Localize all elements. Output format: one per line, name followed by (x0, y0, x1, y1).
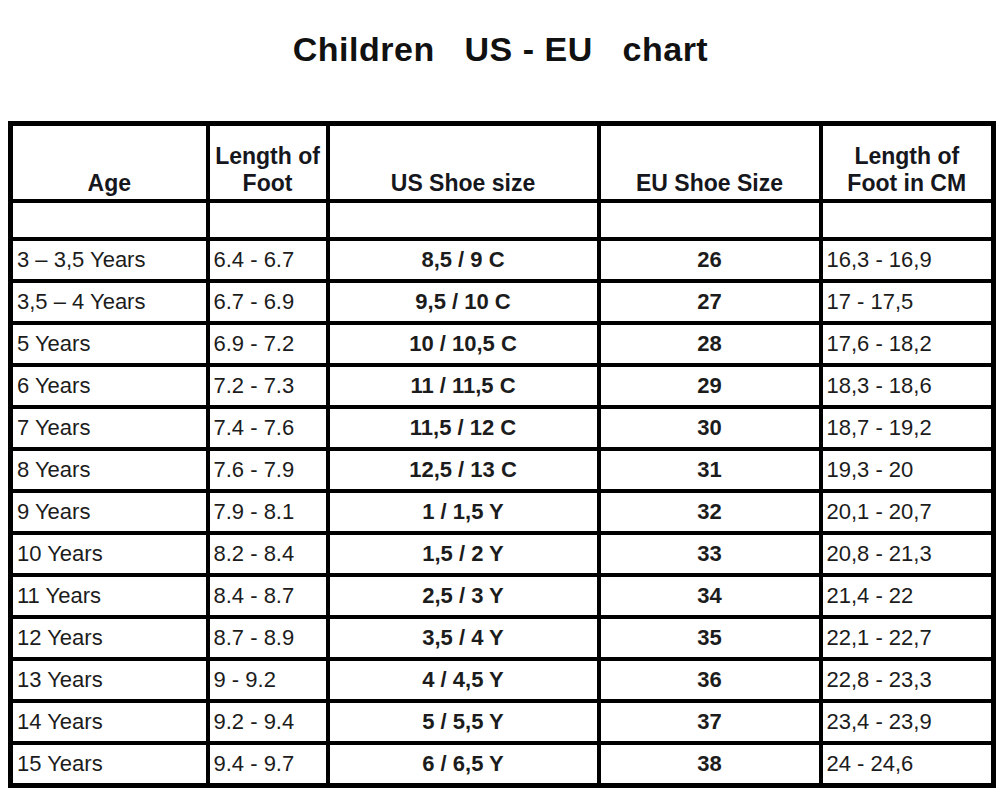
cell-us-size: 11,5 / 12 C (328, 407, 599, 449)
cell-eu-size: 35 (599, 617, 821, 659)
cell-foot-cm: 18,7 - 19,2 (821, 407, 994, 449)
cell-age: 3,5 – 4 Years (11, 281, 208, 323)
cell-eu-size: 34 (599, 575, 821, 617)
cell-age: 14 Years (11, 701, 208, 743)
cell-us-size: 2,5 / 3 Y (328, 575, 599, 617)
cell-foot-length: 6.4 - 6.7 (208, 239, 328, 281)
cell-us-size: 10 / 10,5 C (328, 323, 599, 365)
cell-age: 7 Years (11, 407, 208, 449)
cell-us-size: 1,5 / 2 Y (328, 533, 599, 575)
cell-us-size: 12,5 / 13 C (328, 449, 599, 491)
cell-foot-cm: 18,3 - 18,6 (821, 365, 994, 407)
spacer-cell (821, 201, 994, 239)
table-row: 3,5 – 4 Years 6.7 - 6.9 9,5 / 10 C 27 17… (11, 281, 994, 323)
table-row: 13 Years 9 - 9.2 4 / 4,5 Y 36 22,8 - 23,… (11, 659, 994, 701)
cell-foot-length: 6.9 - 7.2 (208, 323, 328, 365)
cell-foot-length: 8.2 - 8.4 (208, 533, 328, 575)
table-row: 15 Years 9.4 - 9.7 6 / 6,5 Y 38 24 - 24,… (11, 743, 994, 786)
cell-us-size: 1 / 1,5 Y (328, 491, 599, 533)
table-row: 7 Years 7.4 - 7.6 11,5 / 12 C 30 18,7 - … (11, 407, 994, 449)
cell-age: 12 Years (11, 617, 208, 659)
table-row: 8 Years 7.6 - 7.9 12,5 / 13 C 31 19,3 - … (11, 449, 994, 491)
shoe-size-conversion-table: Age Length of Foot US Shoe size EU Shoe … (8, 121, 996, 788)
cell-us-size: 6 / 6,5 Y (328, 743, 599, 786)
table-row: 11 Years 8.4 - 8.7 2,5 / 3 Y 34 21,4 - 2… (11, 575, 994, 617)
spacer-row (11, 201, 994, 239)
cell-foot-cm: 22,1 - 22,7 (821, 617, 994, 659)
column-header-age: Age (11, 124, 208, 202)
cell-age: 9 Years (11, 491, 208, 533)
cell-foot-cm: 22,8 - 23,3 (821, 659, 994, 701)
cell-eu-size: 28 (599, 323, 821, 365)
column-header-eu-shoe-size: EU Shoe Size (599, 124, 821, 202)
column-header-length-of-foot: Length of Foot (208, 124, 328, 202)
cell-eu-size: 31 (599, 449, 821, 491)
cell-age: 10 Years (11, 533, 208, 575)
cell-foot-length: 8.7 - 8.9 (208, 617, 328, 659)
cell-age: 3 – 3,5 Years (11, 239, 208, 281)
table-row: 12 Years 8.7 - 8.9 3,5 / 4 Y 35 22,1 - 2… (11, 617, 994, 659)
table-row: 3 – 3,5 Years 6.4 - 6.7 8,5 / 9 C 26 16,… (11, 239, 994, 281)
cell-eu-size: 26 (599, 239, 821, 281)
cell-eu-size: 29 (599, 365, 821, 407)
cell-age: 11 Years (11, 575, 208, 617)
cell-foot-length: 7.2 - 7.3 (208, 365, 328, 407)
table-row: 9 Years 7.9 - 8.1 1 / 1,5 Y 32 20,1 - 20… (11, 491, 994, 533)
cell-foot-cm: 16,3 - 16,9 (821, 239, 994, 281)
page-title: Children US - EU chart (0, 26, 1001, 72)
cell-foot-length: 8.4 - 8.7 (208, 575, 328, 617)
cell-foot-cm: 21,4 - 22 (821, 575, 994, 617)
cell-foot-length: 9.2 - 9.4 (208, 701, 328, 743)
table-row: 6 Years 7.2 - 7.3 11 / 11,5 C 29 18,3 - … (11, 365, 994, 407)
cell-foot-length: 7.6 - 7.9 (208, 449, 328, 491)
cell-age: 5 Years (11, 323, 208, 365)
column-header-foot-in-cm: Length of Foot in CM (821, 124, 994, 202)
cell-eu-size: 38 (599, 743, 821, 786)
cell-eu-size: 37 (599, 701, 821, 743)
table-header-row: Age Length of Foot US Shoe size EU Shoe … (11, 124, 994, 202)
cell-age: 8 Years (11, 449, 208, 491)
cell-age: 13 Years (11, 659, 208, 701)
cell-foot-cm: 23,4 - 23,9 (821, 701, 994, 743)
cell-foot-length: 7.4 - 7.6 (208, 407, 328, 449)
cell-foot-cm: 20,8 - 21,3 (821, 533, 994, 575)
cell-foot-length: 9 - 9.2 (208, 659, 328, 701)
table-row: 10 Years 8.2 - 8.4 1,5 / 2 Y 33 20,8 - 2… (11, 533, 994, 575)
cell-us-size: 5 / 5,5 Y (328, 701, 599, 743)
spacer-cell (208, 201, 328, 239)
cell-foot-length: 7.9 - 8.1 (208, 491, 328, 533)
cell-us-size: 11 / 11,5 C (328, 365, 599, 407)
cell-us-size: 9,5 / 10 C (328, 281, 599, 323)
cell-eu-size: 36 (599, 659, 821, 701)
cell-us-size: 4 / 4,5 Y (328, 659, 599, 701)
cell-age: 6 Years (11, 365, 208, 407)
spacer-cell (328, 201, 599, 239)
cell-foot-cm: 24 - 24,6 (821, 743, 994, 786)
table-row: 14 Years 9.2 - 9.4 5 / 5,5 Y 37 23,4 - 2… (11, 701, 994, 743)
cell-eu-size: 30 (599, 407, 821, 449)
cell-eu-size: 33 (599, 533, 821, 575)
cell-foot-length: 6.7 - 6.9 (208, 281, 328, 323)
spacer-cell (599, 201, 821, 239)
cell-us-size: 3,5 / 4 Y (328, 617, 599, 659)
cell-foot-cm: 17,6 - 18,2 (821, 323, 994, 365)
cell-age: 15 Years (11, 743, 208, 786)
cell-foot-length: 9.4 - 9.7 (208, 743, 328, 786)
table-row: 5 Years 6.9 - 7.2 10 / 10,5 C 28 17,6 - … (11, 323, 994, 365)
cell-eu-size: 27 (599, 281, 821, 323)
cell-us-size: 8,5 / 9 C (328, 239, 599, 281)
cell-foot-cm: 19,3 - 20 (821, 449, 994, 491)
column-header-us-shoe-size: US Shoe size (328, 124, 599, 202)
spacer-cell (11, 201, 208, 239)
cell-eu-size: 32 (599, 491, 821, 533)
cell-foot-cm: 20,1 - 20,7 (821, 491, 994, 533)
cell-foot-cm: 17 - 17,5 (821, 281, 994, 323)
